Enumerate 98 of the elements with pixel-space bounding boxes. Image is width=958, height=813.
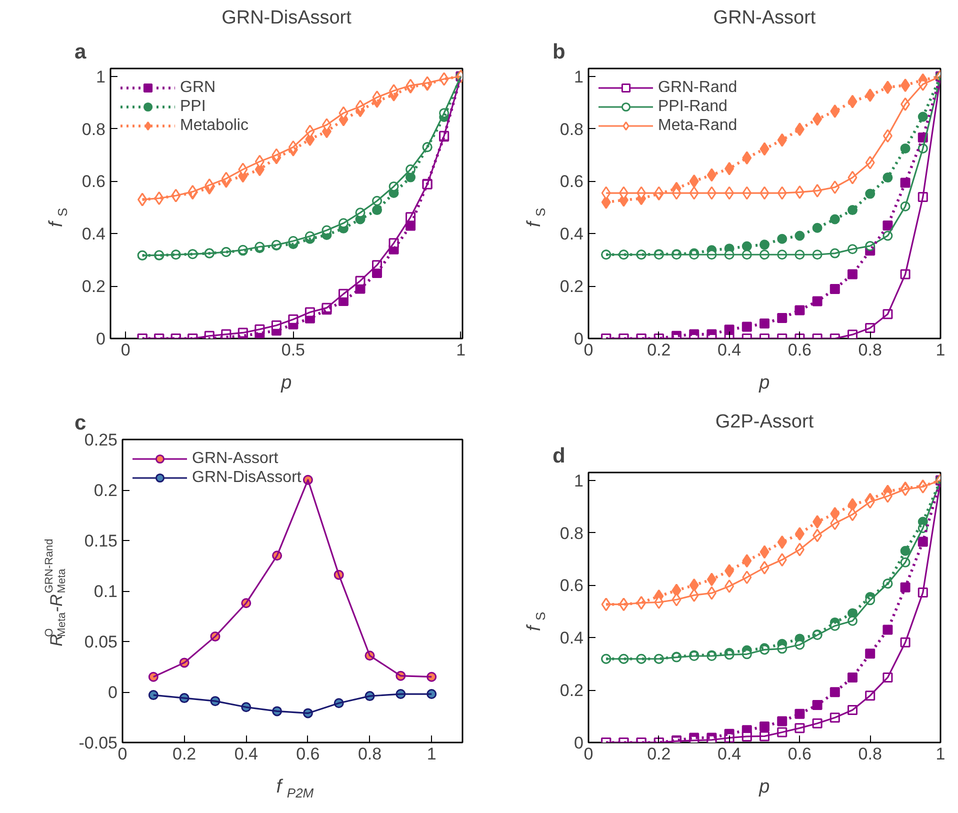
y-tick-label: 0.05 [84, 632, 118, 652]
x-tick-label: 0.8 [358, 744, 382, 764]
point [794, 305, 805, 316]
point [830, 104, 840, 118]
y-tick-label: 0.6 [560, 172, 584, 192]
legend-label: Metabolic [180, 116, 248, 135]
point [777, 313, 788, 324]
x-tick-label: 1 [936, 744, 946, 764]
point [760, 545, 770, 559]
y-tick-label: 0.2 [82, 277, 106, 296]
point [812, 112, 822, 126]
point [812, 296, 822, 306]
x-tick-label: 0.8 [858, 340, 882, 360]
legend-label: PPI [180, 97, 206, 116]
point [777, 716, 788, 726]
y-tick-label: 0.6 [560, 576, 584, 596]
y-tick-label: 0 [108, 683, 118, 702]
point [742, 322, 752, 332]
x-axis-title: p [758, 372, 770, 394]
y-tick-label: 1 [96, 67, 106, 86]
point [742, 554, 752, 568]
legend-label: GRN-DisAssort [192, 468, 302, 487]
y-tick-label: 0.2 [560, 277, 584, 296]
point [724, 162, 734, 176]
point [760, 142, 770, 156]
x-tick-label: 0 [120, 340, 130, 360]
y-tick-label: 0.25 [84, 430, 118, 450]
point [865, 648, 876, 659]
point [918, 536, 928, 547]
point [918, 112, 928, 122]
point [900, 178, 910, 188]
legend-label: PPI-Rand [658, 97, 728, 116]
chart-title: GRN-DisAssort [222, 8, 352, 28]
legend-label: GRN-Assort [192, 449, 278, 468]
x-tick-label: 0.8 [858, 744, 882, 764]
y-axis-title: fS [524, 207, 548, 228]
point [900, 582, 910, 592]
point [882, 172, 893, 183]
legend-label: GRN-Rand [658, 78, 738, 97]
x-tick-label: 0.4 [234, 744, 258, 764]
point [812, 515, 822, 529]
point [882, 80, 892, 94]
y-axis-title: fS [46, 207, 70, 228]
y-tick-label: 0.2 [560, 681, 584, 700]
point [689, 174, 699, 188]
point [848, 269, 858, 280]
x-tick-label: 0.5 [281, 340, 306, 360]
x-axis-title: p [280, 372, 292, 394]
x-tick-label: 0.6 [296, 744, 320, 764]
point [830, 284, 840, 294]
legend-label: GRN [180, 78, 216, 97]
x-tick-label: 1 [456, 340, 466, 360]
point [760, 318, 770, 329]
y-tick-label: 0.4 [560, 628, 584, 648]
point [848, 672, 858, 682]
point [794, 708, 805, 719]
y-tick-label: 0.2 [94, 481, 118, 500]
y-tick-label: 0.8 [82, 120, 106, 139]
x-tick-label: 1 [936, 340, 946, 360]
point [706, 168, 716, 182]
point [882, 624, 893, 635]
y-tick-label: 0.6 [82, 172, 106, 192]
x-tick-label: 0.4 [717, 744, 742, 764]
text: a [74, 40, 86, 64]
point [900, 143, 910, 154]
y-tick-label: 0.4 [560, 224, 584, 244]
y-axis-title: ROMeta-RGRN-RandMeta [43, 538, 68, 646]
x-tick-label: 0.2 [172, 744, 196, 764]
point [794, 122, 804, 136]
y-tick-label: 0.1 [94, 582, 118, 601]
x-tick-label: 0.2 [647, 744, 671, 764]
y-axis-title: fS [524, 611, 548, 632]
y-tick-label: 0.8 [560, 120, 584, 139]
text: c [74, 412, 86, 434]
legend-label: Meta-Rand [658, 116, 738, 135]
x-tick-label: 0.4 [717, 340, 742, 360]
x-tick-label: 1 [426, 744, 436, 764]
point [865, 88, 875, 102]
point [848, 205, 858, 216]
x-tick-label: 0.2 [647, 340, 671, 360]
chart-title: GRN-Assort [713, 8, 816, 28]
point [706, 572, 716, 586]
point [812, 700, 822, 710]
y-tick-label: 0.4 [82, 224, 106, 244]
point [900, 78, 910, 92]
y-tick-label: -0.05 [78, 734, 118, 752]
x-tick-label: 0.6 [788, 340, 812, 360]
chart-title: G2P-Assort [715, 412, 814, 432]
text: b [552, 40, 566, 64]
text: d [552, 444, 566, 468]
y-tick-label: 0.15 [84, 532, 118, 550]
y-tick-label: 1 [574, 471, 584, 490]
x-tick-label: 0.6 [788, 744, 812, 764]
point [830, 214, 840, 224]
x-axis-title: p [758, 776, 770, 798]
y-tick-label: 1 [574, 67, 584, 86]
point [777, 133, 787, 147]
y-tick-label: 0.8 [560, 524, 584, 543]
